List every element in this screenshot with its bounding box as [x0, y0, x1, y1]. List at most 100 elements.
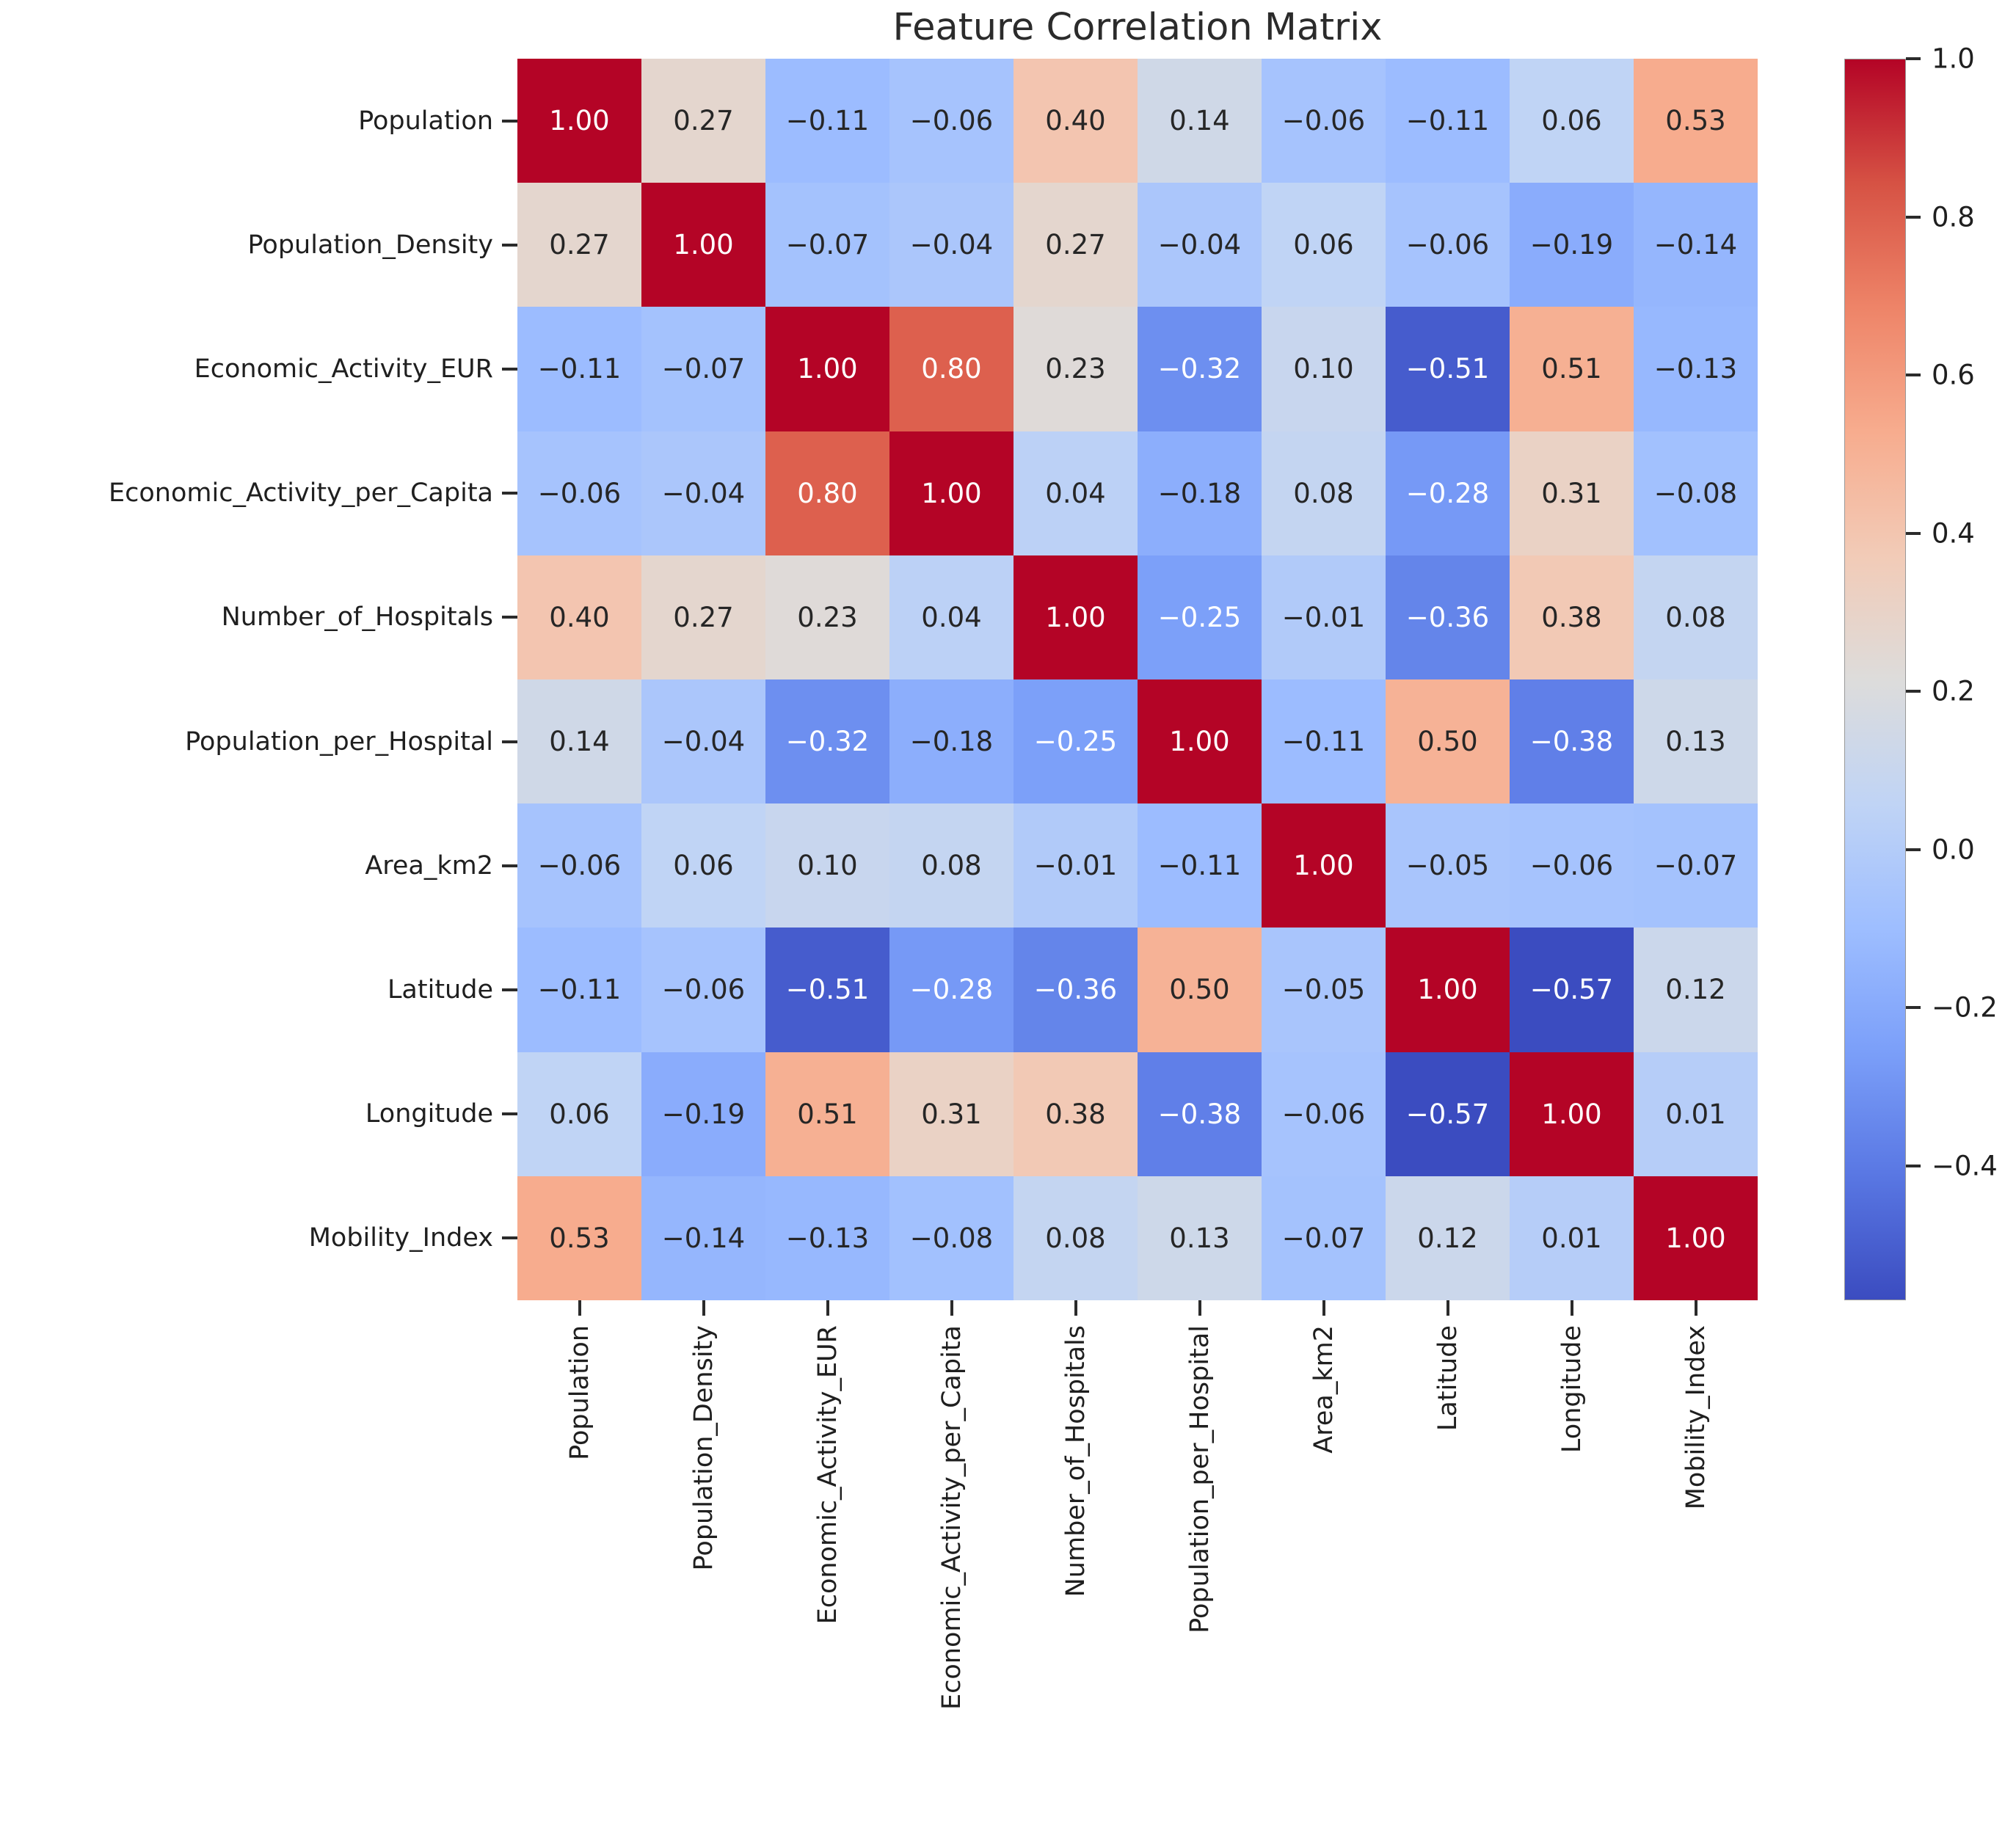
heatmap-cell: −0.06	[1262, 1052, 1386, 1176]
x-tick-mark	[950, 1300, 953, 1316]
colorbar-tick-label: 0.0	[1932, 834, 1975, 866]
y-axis-label: Longitude	[365, 1099, 493, 1129]
heatmap-cell: −0.14	[1634, 183, 1758, 307]
heatmap-cell: 0.06	[1262, 183, 1386, 307]
heatmap-cell: 0.53	[1634, 59, 1758, 183]
heatmap-cell: −0.11	[1262, 679, 1386, 804]
x-tick-mark	[1446, 1300, 1449, 1316]
y-tick-mark	[502, 616, 517, 619]
heatmap-cell: −0.06	[517, 431, 641, 555]
heatmap-cell: 0.50	[1386, 679, 1510, 804]
heatmap-cell: 0.31	[889, 1052, 1014, 1176]
colorbar-tick-label: 0.4	[1932, 517, 1975, 550]
heatmap-cell: 0.53	[517, 1176, 641, 1300]
y-axis-label: Population_Density	[247, 230, 493, 260]
y-tick-mark	[502, 119, 517, 123]
heatmap-cell: 0.08	[1014, 1176, 1138, 1300]
colorbar-tick-mark	[1906, 57, 1921, 60]
colorbar-tick-label: −0.4	[1932, 1150, 1998, 1182]
heatmap-cell: 1.00	[641, 183, 765, 307]
heatmap-cell: 0.13	[1634, 679, 1758, 804]
heatmap-cell: 0.12	[1386, 1176, 1510, 1300]
heatmap-cell: −0.06	[1510, 803, 1634, 928]
colorbar	[1844, 59, 1906, 1300]
x-axis-label: Longitude	[1557, 1325, 1587, 1454]
heatmap-cell: 0.38	[1014, 1052, 1138, 1176]
colorbar-tick-label: 1.0	[1932, 43, 1975, 75]
heatmap-cell: −0.57	[1386, 1052, 1510, 1176]
heatmap-cell: 1.00	[1262, 803, 1386, 928]
heatmap-cell: −0.07	[765, 183, 889, 307]
heatmap-cell: −0.04	[889, 183, 1014, 307]
heatmap-cell: 1.00	[1138, 679, 1262, 804]
heatmap-cell: −0.06	[641, 928, 765, 1052]
heatmap-cell: 0.06	[517, 1052, 641, 1176]
y-tick-mark	[502, 864, 517, 867]
heatmap-cell: 0.10	[1262, 307, 1386, 431]
colorbar-tick-mark	[1906, 373, 1921, 377]
x-tick-mark	[578, 1300, 581, 1316]
heatmap-cell: 1.00	[765, 307, 889, 431]
heatmap-cell: −0.11	[517, 307, 641, 431]
heatmap-cell: −0.51	[765, 928, 889, 1052]
x-tick-mark	[1198, 1300, 1201, 1316]
colorbar-tick-mark	[1906, 848, 1921, 851]
heatmap-cell: 0.80	[889, 307, 1014, 431]
colorbar-tick-mark	[1906, 690, 1921, 693]
heatmap-cell: 1.00	[1386, 928, 1510, 1052]
heatmap-cell: 0.80	[765, 431, 889, 555]
x-axis-label: Population_Density	[688, 1325, 718, 1571]
heatmap-cell: 1.00	[1510, 1052, 1634, 1176]
heatmap-cell: −0.07	[1634, 803, 1758, 928]
heatmap-cell: 0.06	[1510, 59, 1634, 183]
heatmap-cell: 1.00	[1634, 1176, 1758, 1300]
heatmap-cell: −0.06	[889, 59, 1014, 183]
heatmap-cell: −0.04	[1138, 183, 1262, 307]
colorbar-tick-mark	[1906, 215, 1921, 219]
x-axis-label: Area_km2	[1309, 1325, 1339, 1454]
heatmap-cell: −0.13	[1634, 307, 1758, 431]
y-tick-mark	[502, 988, 517, 991]
heatmap-cell: 0.27	[1014, 183, 1138, 307]
x-axis-label: Economic_Activity_per_Capita	[936, 1325, 967, 1710]
heatmap-cell: −0.06	[517, 803, 641, 928]
y-tick-mark	[502, 740, 517, 743]
heatmap-cell: 0.12	[1634, 928, 1758, 1052]
y-axis-label: Area_km2	[365, 850, 493, 881]
colorbar-tick-label: −0.2	[1932, 991, 1998, 1024]
heatmap-cell: −0.11	[1138, 803, 1262, 928]
heatmap-cell: 0.51	[1510, 307, 1634, 431]
x-axis-label: Population_per_Hospital	[1185, 1325, 1215, 1633]
heatmap-cell: 0.51	[765, 1052, 889, 1176]
heatmap-cell: −0.28	[889, 928, 1014, 1052]
heatmap-cell: −0.01	[1014, 803, 1138, 928]
heatmap-cell: −0.07	[641, 307, 765, 431]
colorbar-tick-label: 0.8	[1932, 201, 1975, 233]
heatmap-cell: −0.04	[641, 431, 765, 555]
heatmap-cell: −0.28	[1386, 431, 1510, 555]
heatmap-cell: −0.32	[1138, 307, 1262, 431]
heatmap-cell: −0.36	[1014, 928, 1138, 1052]
heatmap-cell: 0.27	[641, 59, 765, 183]
heatmap-cell: 0.40	[1014, 59, 1138, 183]
heatmap-cell: −0.01	[1262, 555, 1386, 679]
x-tick-mark	[702, 1300, 705, 1316]
colorbar-tick-mark	[1906, 531, 1921, 535]
x-tick-mark	[826, 1300, 829, 1316]
heatmap-cell: 0.14	[1138, 59, 1262, 183]
heatmap-cell: 0.31	[1510, 431, 1634, 555]
heatmap-cell: 0.38	[1510, 555, 1634, 679]
x-axis-label: Latitude	[1433, 1325, 1463, 1432]
x-axis-label: Population	[564, 1325, 594, 1460]
heatmap-cell: −0.05	[1386, 803, 1510, 928]
y-axis-label: Latitude	[387, 975, 493, 1005]
heatmap-cell: 0.23	[765, 555, 889, 679]
y-tick-mark	[502, 492, 517, 495]
heatmap-cell: −0.19	[1510, 183, 1634, 307]
y-axis-label: Population_per_Hospital	[185, 726, 493, 757]
heatmap-cell: 0.27	[641, 555, 765, 679]
y-tick-mark	[502, 1112, 517, 1116]
heatmap-cell: 0.23	[1014, 307, 1138, 431]
heatmap-cell: 0.50	[1138, 928, 1262, 1052]
